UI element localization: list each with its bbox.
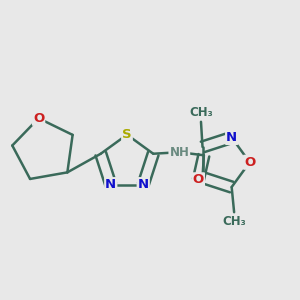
- Text: CH₃: CH₃: [189, 106, 213, 119]
- Text: CH₃: CH₃: [222, 215, 246, 228]
- Text: S: S: [122, 128, 132, 141]
- Text: O: O: [193, 173, 204, 186]
- Text: N: N: [105, 178, 116, 191]
- Text: O: O: [33, 112, 44, 125]
- Text: NH: NH: [169, 146, 189, 159]
- Text: N: N: [226, 131, 237, 144]
- Text: O: O: [244, 156, 255, 169]
- Text: N: N: [138, 178, 149, 191]
